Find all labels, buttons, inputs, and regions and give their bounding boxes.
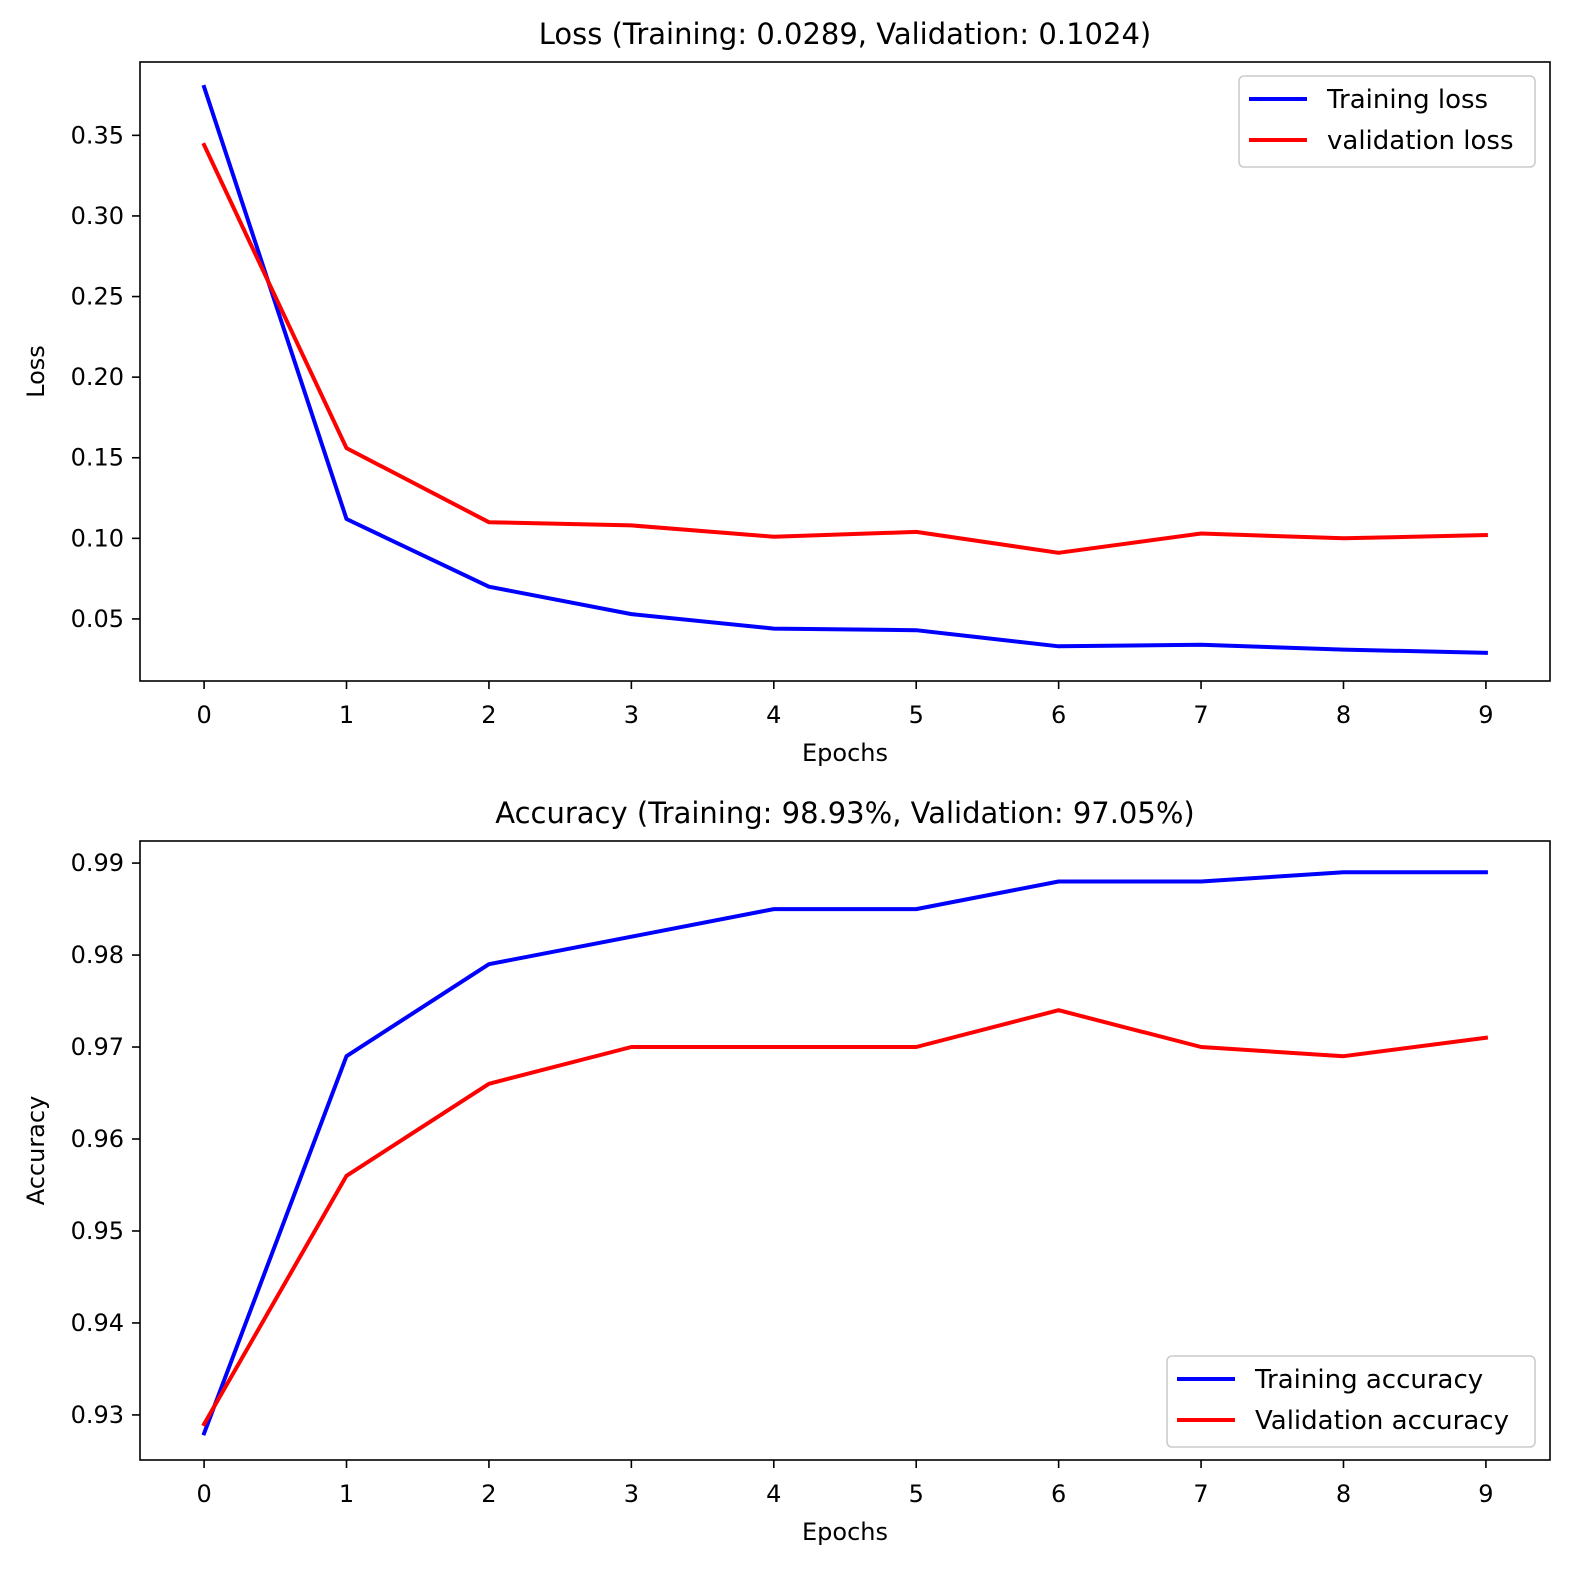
x-tick-label: 0 xyxy=(196,701,211,729)
legend-label: validation loss xyxy=(1327,126,1514,156)
y-tick-label: 0.98 xyxy=(71,941,124,969)
chart-title: Accuracy (Training: 98.93%, Validation: … xyxy=(495,796,1194,830)
y-axis-label: Accuracy xyxy=(22,1096,50,1206)
y-tick-label: 0.25 xyxy=(71,283,124,311)
x-axis-label: Epochs xyxy=(802,1518,888,1546)
x-tick-label: 8 xyxy=(1336,701,1351,729)
x-tick-label: 1 xyxy=(339,1480,354,1508)
legend-box xyxy=(1166,1355,1536,1448)
series-line-training-accuracy xyxy=(201,870,1488,1436)
y-axis-label: Loss xyxy=(22,345,50,398)
x-tick-label: 6 xyxy=(1051,701,1066,729)
y-tick-label: 0.10 xyxy=(71,524,124,552)
legend-label: Training loss xyxy=(1326,85,1488,115)
x-tick-label: 2 xyxy=(481,1480,496,1508)
x-tick-label: 9 xyxy=(1478,1480,1493,1508)
x-tick-label: 8 xyxy=(1336,1480,1351,1508)
y-tick-label: 0.05 xyxy=(71,605,124,633)
loss-chart: Loss (Training: 0.0289, Validation: 0.10… xyxy=(22,17,1551,767)
x-tick-label: 7 xyxy=(1193,701,1208,729)
plot-frame xyxy=(139,61,1551,682)
legend-label: Training accuracy xyxy=(1254,1365,1483,1395)
x-tick-label: 5 xyxy=(909,701,924,729)
x-tick-label: 5 xyxy=(909,1480,924,1508)
x-tick-label: 9 xyxy=(1478,701,1493,729)
x-tick-label: 1 xyxy=(339,701,354,729)
x-axis-label: Epochs xyxy=(802,739,888,767)
x-tick-label: 3 xyxy=(624,1480,639,1508)
x-tick-label: 4 xyxy=(766,701,781,729)
y-tick-label: 0.99 xyxy=(71,849,124,877)
plot-frame xyxy=(139,840,1551,1461)
series-line-validation-accuracy xyxy=(201,1008,1489,1427)
y-tick-label: 0.20 xyxy=(71,363,124,391)
x-tick-label: 2 xyxy=(481,701,496,729)
legend: Training accuracy Validation accuracy xyxy=(1166,1355,1536,1448)
x-tick-label: 4 xyxy=(766,1480,781,1508)
legend-label: Validation accuracy xyxy=(1255,1406,1509,1436)
x-tick-label: 6 xyxy=(1051,1480,1066,1508)
y-tick-label: 0.97 xyxy=(71,1033,124,1061)
x-tick-label: 0 xyxy=(196,1480,211,1508)
legend: Training loss validation loss xyxy=(1238,75,1536,168)
x-tick-label: 7 xyxy=(1193,1480,1208,1508)
chart-title: Loss (Training: 0.0289, Validation: 0.10… xyxy=(539,17,1151,51)
y-tick-label: 0.95 xyxy=(71,1217,124,1245)
series-line-validation-loss xyxy=(201,142,1488,555)
legend-box xyxy=(1238,75,1536,168)
y-tick-label: 0.35 xyxy=(71,121,124,149)
y-tick-label: 0.15 xyxy=(71,444,124,472)
series-line-training-loss xyxy=(201,84,1488,655)
y-tick-label: 0.93 xyxy=(71,1401,124,1429)
x-tick-label: 3 xyxy=(624,701,639,729)
y-tick-label: 0.94 xyxy=(71,1309,124,1337)
accuracy-chart: Accuracy (Training: 98.93%, Validation: … xyxy=(22,796,1551,1546)
y-tick-label: 0.96 xyxy=(71,1125,124,1153)
y-tick-label: 0.30 xyxy=(71,202,124,230)
